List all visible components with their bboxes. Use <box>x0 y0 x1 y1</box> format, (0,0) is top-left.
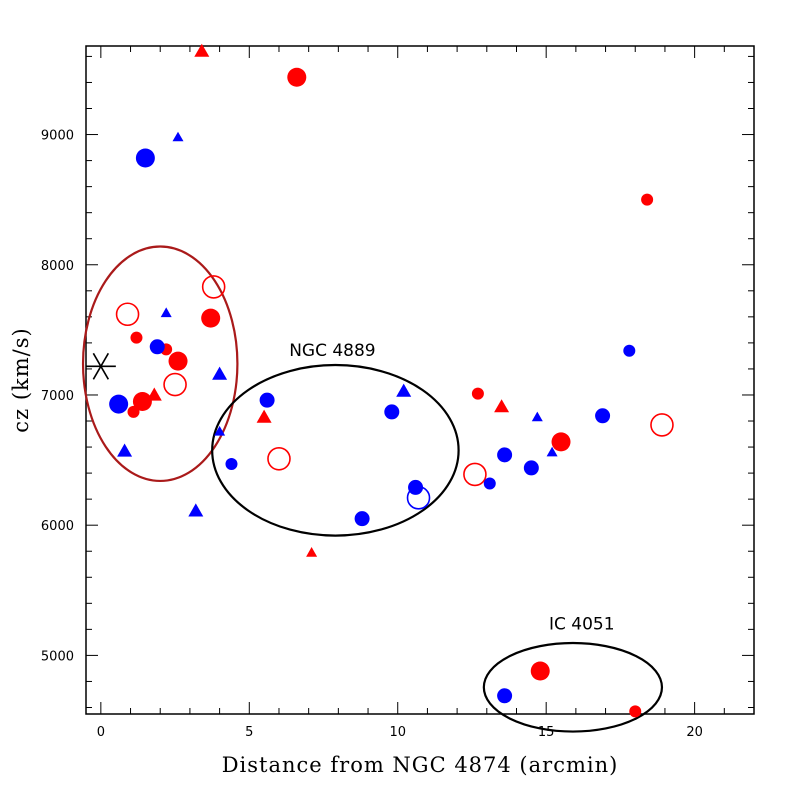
y-tick-label: 8000 <box>41 259 74 274</box>
red-circle-point <box>168 351 188 371</box>
y-tick-label: 6000 <box>41 519 74 534</box>
blue-circle-point <box>225 457 238 470</box>
red-circle-point <box>287 67 307 87</box>
asterisk-marker <box>85 352 116 380</box>
red-circle-open-point <box>163 372 187 397</box>
red-triangle-point <box>256 409 272 423</box>
x-tick-labels: 0 5 10 15 20 <box>97 725 703 740</box>
blue-triangle-point <box>214 425 226 436</box>
blue-circle-point <box>149 339 165 355</box>
red-circle-point <box>127 405 140 418</box>
red-triangle-point <box>306 547 318 557</box>
x-tick-label: 5 <box>245 725 253 740</box>
asterisk-stroke <box>92 352 110 380</box>
x-tick-label: 10 <box>389 725 406 740</box>
ellipse-left-group <box>81 245 239 483</box>
blue-circle-point <box>523 460 539 476</box>
red-circle-open-point <box>267 446 291 471</box>
blue-circle-point <box>497 447 513 463</box>
blue-circle-point <box>354 511 370 527</box>
blue-circle-point <box>595 408 611 424</box>
red-circle-open-point <box>650 413 674 437</box>
blue-triangle-point <box>188 503 204 517</box>
y-tick-label: 7000 <box>41 389 74 404</box>
ic-4051-label: IC 4051 <box>549 614 615 634</box>
ellipse-ngc-4889 <box>211 363 460 537</box>
blue-triangle-point <box>117 443 133 457</box>
red-circle-point <box>551 432 571 452</box>
red-circle-point <box>130 331 143 344</box>
y-axis-title: cz (km/s) <box>9 327 33 432</box>
red-circle-point <box>201 308 221 328</box>
red-circle-point <box>629 705 642 718</box>
blue-circle-point <box>623 344 636 357</box>
axis-ticks <box>86 46 755 714</box>
blue-triangle-point <box>212 366 228 380</box>
ngc-4889-label: NGC 4889 <box>289 341 375 361</box>
x-axis-title: Distance from NGC 4874 (arcmin) <box>222 753 619 777</box>
blue-circle-point <box>259 392 275 408</box>
red-triangle-point <box>494 399 510 413</box>
x-tick-label: 0 <box>97 725 105 740</box>
y-tick-label: 5000 <box>41 649 74 664</box>
y-tick-labels: 5000 6000 7000 8000 9000 <box>41 129 74 665</box>
data-points <box>109 43 674 718</box>
plot-frame <box>85 45 755 715</box>
x-tick-label: 15 <box>538 725 555 740</box>
y-tick-label: 9000 <box>41 129 74 144</box>
red-triangle-point <box>146 387 162 401</box>
blue-triangle-point <box>531 411 543 422</box>
blue-triangle-point <box>546 446 558 457</box>
ellipse-ic-4051 <box>482 641 664 733</box>
blue-triangle-point <box>396 383 412 397</box>
red-circle-open-point <box>115 302 140 327</box>
blue-circle-point <box>135 148 155 168</box>
blue-circle-point <box>384 404 400 420</box>
reference-marker <box>85 352 116 380</box>
blue-circle-open-point <box>406 486 431 510</box>
red-circle-point <box>641 193 654 206</box>
blue-circle-point <box>483 477 496 490</box>
x-tick-label: 20 <box>686 725 703 740</box>
blue-circle-point <box>109 394 129 414</box>
red-circle-point <box>132 391 152 411</box>
red-circle-open-point <box>201 275 226 299</box>
red-triangle-point <box>194 43 210 57</box>
red-circle-point <box>471 387 484 400</box>
blue-circle-point <box>497 688 513 704</box>
red-circle-point <box>530 661 550 681</box>
group-ellipses <box>81 245 664 733</box>
red-circle-open-point <box>463 462 487 487</box>
blue-triangle-point <box>172 131 184 142</box>
annotations: NGC 4889 IC 4051 <box>289 341 614 634</box>
blue-triangle-point <box>160 307 172 318</box>
